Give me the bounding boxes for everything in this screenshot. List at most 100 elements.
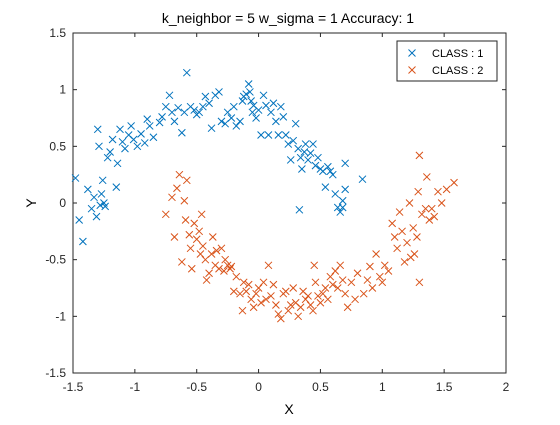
data-point-class2-108 — [425, 216, 434, 224]
data-point-class1-33 — [161, 102, 170, 111]
data-point-class1-5 — [90, 193, 98, 202]
data-point-class2-54 — [284, 306, 293, 315]
x-tick-label: 0 — [255, 380, 262, 394]
data-point-class2-69 — [321, 284, 330, 292]
data-point-class2-51 — [276, 314, 285, 323]
data-point-class2-96 — [400, 258, 409, 266]
data-point-class1-16 — [108, 135, 117, 144]
data-point-class2-89 — [380, 261, 389, 270]
data-point-class2-44 — [259, 278, 268, 287]
data-point-class1-28 — [143, 115, 152, 123]
data-point-class1-105 — [341, 185, 350, 194]
data-point-class1-55 — [229, 102, 238, 111]
data-point-class2-46 — [264, 261, 273, 270]
data-point-class2-21 — [207, 250, 216, 258]
data-point-class2-8 — [182, 176, 191, 185]
data-point-class2-74 — [333, 284, 342, 292]
data-point-class2-66 — [314, 292, 322, 300]
data-point-class2-58 — [294, 312, 303, 321]
data-point-class2-79 — [347, 278, 356, 287]
data-point-class1-9 — [96, 201, 105, 210]
data-point-class2-19 — [202, 276, 211, 284]
x-tick-label: -1 — [130, 380, 141, 394]
data-point-class1-104 — [341, 159, 350, 168]
x-axis-label: X — [284, 401, 294, 417]
data-point-class2-109 — [427, 204, 436, 213]
data-point-class1-8 — [95, 142, 103, 151]
data-point-class2-11 — [187, 264, 196, 273]
data-point-class2-72 — [328, 280, 337, 289]
y-tick-label: -1.5 — [45, 366, 66, 380]
data-point-class2-50 — [274, 310, 283, 318]
legend-box — [396, 40, 498, 82]
data-point-class1-47 — [205, 99, 213, 108]
data-point-class2-115 — [415, 278, 424, 287]
data-point-class2-47 — [267, 292, 275, 300]
data-point-class2-92 — [390, 233, 399, 241]
data-point-class2-43 — [257, 298, 265, 307]
data-point-class2-32 — [229, 287, 238, 296]
legend-label-class1: CLASS : 1 — [432, 48, 483, 60]
data-point-class2-18 — [201, 255, 210, 264]
data-point-class1-97 — [326, 167, 335, 176]
data-point-class1-6 — [92, 212, 101, 221]
data-point-class2-68 — [319, 289, 327, 298]
data-point-class2-1 — [168, 193, 176, 202]
data-point-class2-107 — [422, 173, 431, 181]
legend: CLASS : 1 CLASS : 2 — [396, 40, 498, 82]
data-point-class2-59 — [296, 303, 305, 312]
data-point-class2-82 — [359, 289, 368, 298]
data-point-class1-29 — [145, 122, 154, 130]
data-point-class1-56 — [232, 122, 241, 130]
data-point-class1-66 — [252, 114, 260, 122]
data-point-class2-93 — [393, 244, 401, 253]
data-point-class1-35 — [168, 108, 176, 117]
data-point-class2-103 — [414, 187, 423, 196]
data-point-class1-74 — [272, 117, 280, 126]
data-point-class2-53 — [281, 287, 290, 296]
data-point-class2-35 — [238, 306, 247, 315]
data-point-class1-44 — [195, 108, 204, 117]
data-point-class2-113 — [442, 185, 451, 194]
data-point-class1-54 — [227, 114, 236, 122]
data-point-class2-56 — [289, 284, 298, 292]
data-point-class2-28 — [221, 255, 230, 264]
data-point-class1-14 — [103, 153, 112, 162]
data-point-class1-45 — [199, 102, 207, 111]
data-point-class2-40 — [249, 303, 258, 312]
data-point-class2-64 — [309, 306, 317, 315]
data-point-class2-95 — [398, 227, 406, 236]
data-point-class1-82 — [291, 119, 300, 128]
data-point-class2-86 — [372, 250, 380, 258]
x-tick-label: 1.5 — [436, 380, 453, 394]
data-point-class1-87 — [301, 140, 310, 148]
chart-title: k_neighbor = 5 w_sigma = 1 Accuracy: 1 — [162, 10, 414, 26]
data-point-class1-100 — [331, 190, 340, 198]
data-point-class2-34 — [236, 289, 244, 298]
data-point-class2-104 — [415, 151, 424, 160]
data-point-class2-15 — [196, 250, 205, 258]
data-point-class2-78 — [343, 303, 352, 312]
data-point-class2-101 — [410, 250, 419, 258]
data-point-class2-42 — [254, 284, 263, 292]
data-point-class2-105 — [418, 210, 426, 219]
data-point-class1-26 — [137, 130, 145, 138]
data-point-class1-40 — [182, 68, 191, 77]
data-point-class1-68 — [257, 131, 265, 139]
data-point-class2-16 — [197, 210, 206, 219]
data-point-class1-98 — [328, 170, 337, 179]
data-point-class1-38 — [178, 128, 186, 137]
data-point-class2-30 — [226, 264, 234, 273]
data-point-class1-83 — [294, 144, 303, 153]
data-point-class1-11 — [98, 176, 107, 185]
x-tick-label: 2 — [503, 380, 510, 394]
data-point-class1-73 — [269, 99, 278, 108]
data-point-class1-53 — [223, 108, 232, 117]
data-point-class2-17 — [199, 242, 207, 250]
data-point-class1-92 — [314, 153, 322, 162]
data-point-class1-50 — [215, 88, 223, 96]
data-point-class1-20 — [118, 137, 127, 146]
data-point-class1-2 — [79, 237, 87, 246]
data-point-class2-7 — [181, 216, 190, 224]
